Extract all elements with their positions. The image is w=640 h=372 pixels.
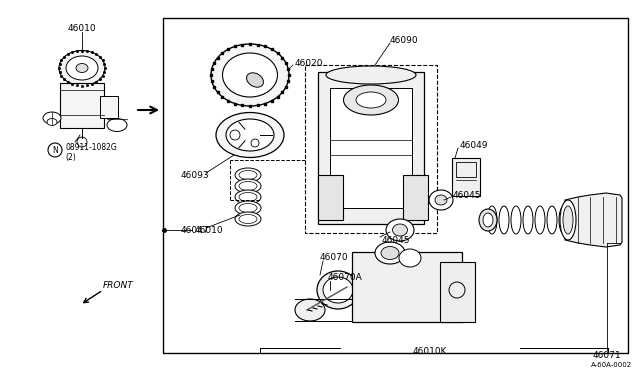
- Ellipse shape: [326, 66, 416, 84]
- Text: 46045: 46045: [453, 190, 481, 199]
- Bar: [305, 65, 437, 233]
- Ellipse shape: [392, 224, 408, 236]
- Bar: [456, 162, 476, 177]
- Text: 46010: 46010: [195, 225, 223, 234]
- Bar: [452, 158, 480, 196]
- Ellipse shape: [107, 119, 127, 131]
- Circle shape: [77, 137, 87, 147]
- Ellipse shape: [211, 44, 289, 106]
- Ellipse shape: [235, 190, 261, 204]
- Ellipse shape: [523, 206, 533, 234]
- Ellipse shape: [487, 206, 497, 234]
- Text: 46010K: 46010K: [413, 347, 447, 356]
- Ellipse shape: [235, 212, 261, 226]
- Bar: [330, 88, 412, 208]
- Ellipse shape: [43, 112, 61, 124]
- Text: 46045: 46045: [382, 235, 410, 244]
- Bar: [318, 72, 424, 224]
- Text: 08911-1082G: 08911-1082G: [65, 142, 116, 151]
- Ellipse shape: [381, 247, 399, 260]
- Ellipse shape: [235, 168, 261, 182]
- Ellipse shape: [344, 85, 399, 115]
- Ellipse shape: [216, 112, 284, 157]
- Bar: [440, 262, 475, 322]
- Text: N: N: [52, 145, 58, 154]
- Text: 46020: 46020: [295, 58, 323, 67]
- Ellipse shape: [226, 119, 274, 151]
- Ellipse shape: [429, 190, 453, 210]
- Text: 46070A: 46070A: [328, 273, 363, 282]
- Text: 46049: 46049: [460, 141, 488, 150]
- Text: (2): (2): [65, 153, 76, 161]
- Text: FRONT: FRONT: [102, 280, 133, 289]
- Text: 46010: 46010: [68, 23, 96, 32]
- Bar: [403, 175, 428, 220]
- Ellipse shape: [547, 206, 557, 234]
- Ellipse shape: [76, 64, 88, 73]
- Ellipse shape: [535, 206, 545, 234]
- Ellipse shape: [246, 73, 264, 87]
- Ellipse shape: [559, 206, 569, 234]
- Ellipse shape: [235, 201, 261, 215]
- Ellipse shape: [483, 213, 493, 227]
- Ellipse shape: [235, 179, 261, 193]
- Ellipse shape: [375, 242, 405, 264]
- Text: 46093: 46093: [181, 170, 210, 180]
- Ellipse shape: [563, 206, 573, 234]
- Bar: [318, 175, 343, 220]
- Text: 46090: 46090: [390, 35, 419, 45]
- Text: 46047: 46047: [181, 225, 209, 234]
- Text: 46070: 46070: [320, 253, 349, 263]
- Ellipse shape: [479, 209, 497, 231]
- Ellipse shape: [499, 206, 509, 234]
- Ellipse shape: [399, 249, 421, 267]
- Ellipse shape: [66, 56, 98, 80]
- Bar: [163, 18, 628, 353]
- Ellipse shape: [386, 219, 414, 241]
- Ellipse shape: [560, 200, 576, 240]
- Ellipse shape: [511, 206, 521, 234]
- Circle shape: [230, 130, 240, 140]
- Ellipse shape: [223, 53, 278, 97]
- Ellipse shape: [59, 51, 105, 86]
- Ellipse shape: [323, 277, 353, 303]
- Ellipse shape: [317, 271, 359, 309]
- Ellipse shape: [435, 195, 447, 205]
- Ellipse shape: [295, 299, 325, 321]
- Text: 46071: 46071: [593, 350, 621, 359]
- Ellipse shape: [47, 119, 57, 125]
- Ellipse shape: [356, 92, 386, 108]
- Polygon shape: [565, 193, 622, 247]
- Bar: [352, 252, 462, 322]
- Text: A-60A-0002: A-60A-0002: [591, 362, 632, 368]
- Circle shape: [251, 139, 259, 147]
- Bar: [60, 83, 104, 128]
- Bar: [100, 96, 118, 118]
